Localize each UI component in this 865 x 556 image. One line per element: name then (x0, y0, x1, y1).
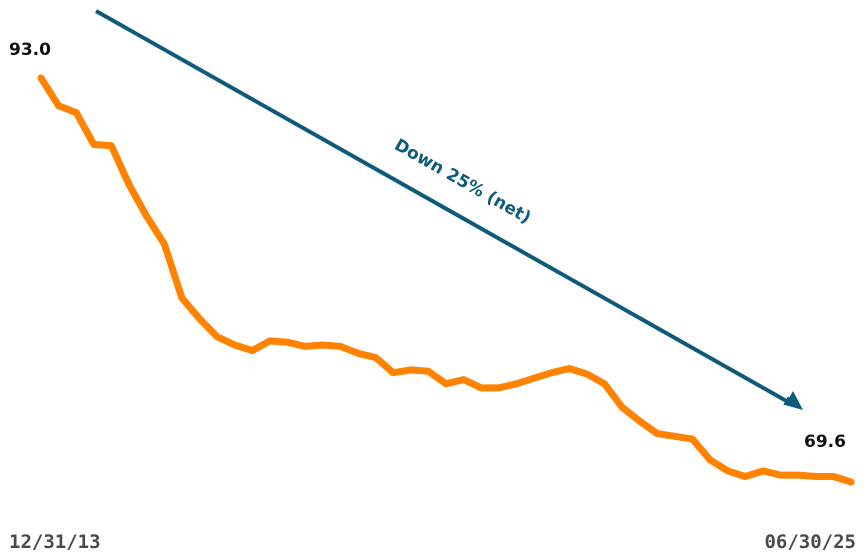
start-date-label: 12/31/13 (9, 531, 101, 553)
start-value-label: 93.0 (9, 40, 51, 60)
trend-annotation: Down 25% (net) (391, 135, 534, 228)
trend-arrow-group: Down 25% (net) (95, 9, 803, 410)
series-group (37, 74, 855, 486)
end-value-label: 69.6 (804, 432, 846, 452)
trend-arrow (95, 9, 795, 406)
series-line (37, 74, 855, 486)
end-date-label: 06/30/25 (764, 531, 856, 553)
trend-arrowhead (785, 391, 803, 410)
